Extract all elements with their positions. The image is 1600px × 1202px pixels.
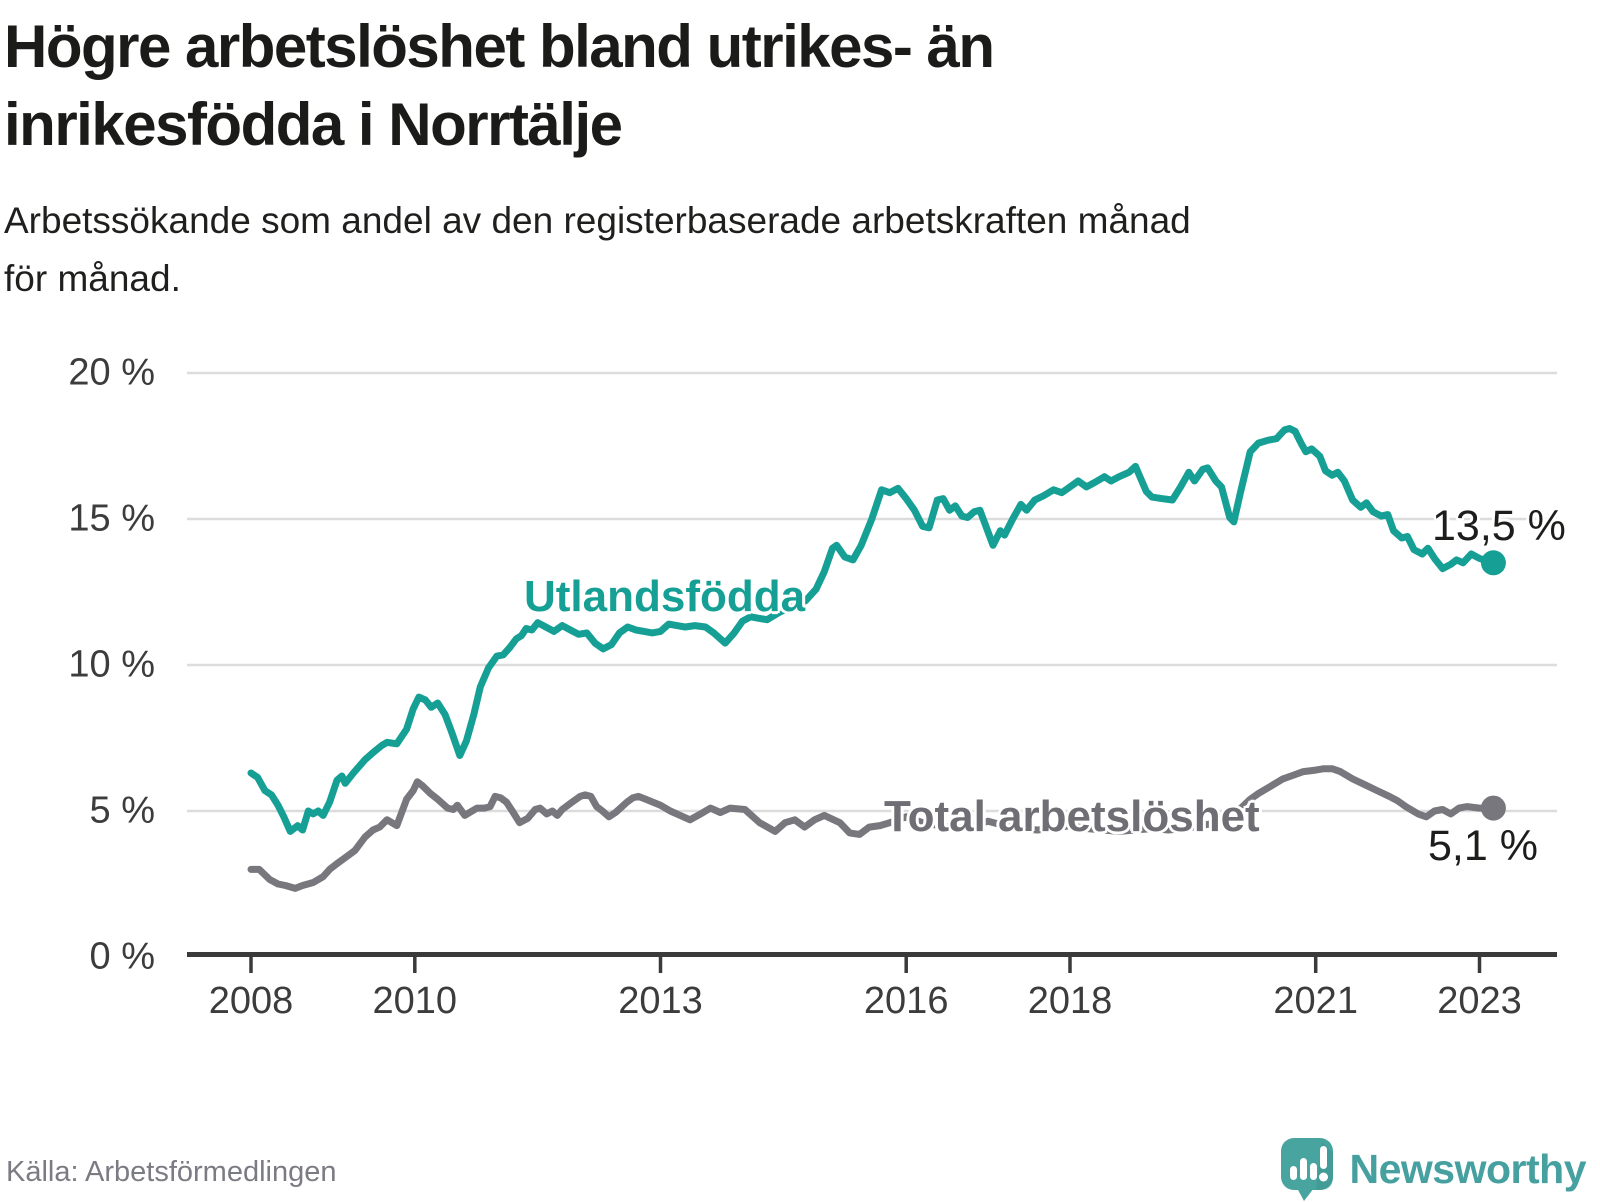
- series-label-total-arbetsloshet: Total arbetslöshet: [884, 792, 1260, 841]
- chart-subtitle-line2: för månad.: [4, 258, 181, 299]
- x-tick-label: 2018: [1027, 980, 1113, 1022]
- y-tick-label: 20 %: [68, 351, 155, 394]
- x-tick-label: 2023: [1437, 980, 1522, 1022]
- y-tick-label: 10 %: [68, 643, 155, 686]
- newsworthy-logo-icon: [1280, 1138, 1333, 1201]
- chart-subtitle-line1: Arbetssökande som andel av den registerb…: [4, 200, 1191, 241]
- series-end-dot-total: [1480, 795, 1506, 821]
- series-label-utlandsfodda: Utlandsfödda: [524, 572, 806, 621]
- x-tick-label: 2013: [618, 980, 703, 1022]
- y-tick-label: 5 %: [89, 789, 155, 832]
- page-title-line1: Högre arbetslöshet bland utrikes- än: [4, 13, 995, 80]
- y-tick-label: 0 %: [89, 935, 155, 978]
- x-tick-label: 2016: [863, 980, 949, 1022]
- chart-subtitle: Arbetssökande som andel av den registerb…: [4, 192, 1564, 308]
- series-line-utlandsfodda: [247, 425, 1497, 835]
- newsworthy-logo-text: Newsworthy: [1349, 1145, 1587, 1192]
- end-value-label-utlandsfodda: 13,5 %: [1432, 502, 1566, 550]
- page-title: Högre arbetslöshet bland utrikes- än inr…: [4, 8, 1304, 164]
- series-lines: [247, 425, 1506, 892]
- y-tick-label: 15 %: [68, 497, 155, 540]
- x-tick-label: 2021: [1273, 980, 1358, 1022]
- series-line-total: [247, 765, 1497, 892]
- x-axis: [187, 952, 1557, 973]
- series-end-dot-utlandsfodda: [1480, 550, 1506, 576]
- source-note: Källa: Arbetsförmedlingen: [6, 1156, 337, 1188]
- x-tick-label: 2010: [372, 980, 458, 1022]
- newsworthy-logo: Newsworthy: [1278, 1136, 1587, 1202]
- end-value-label-total: 5,1 %: [1428, 822, 1538, 870]
- x-tick-label: 2008: [208, 980, 294, 1022]
- page-title-line2: inrikesfödda i Norrtälje: [4, 91, 623, 158]
